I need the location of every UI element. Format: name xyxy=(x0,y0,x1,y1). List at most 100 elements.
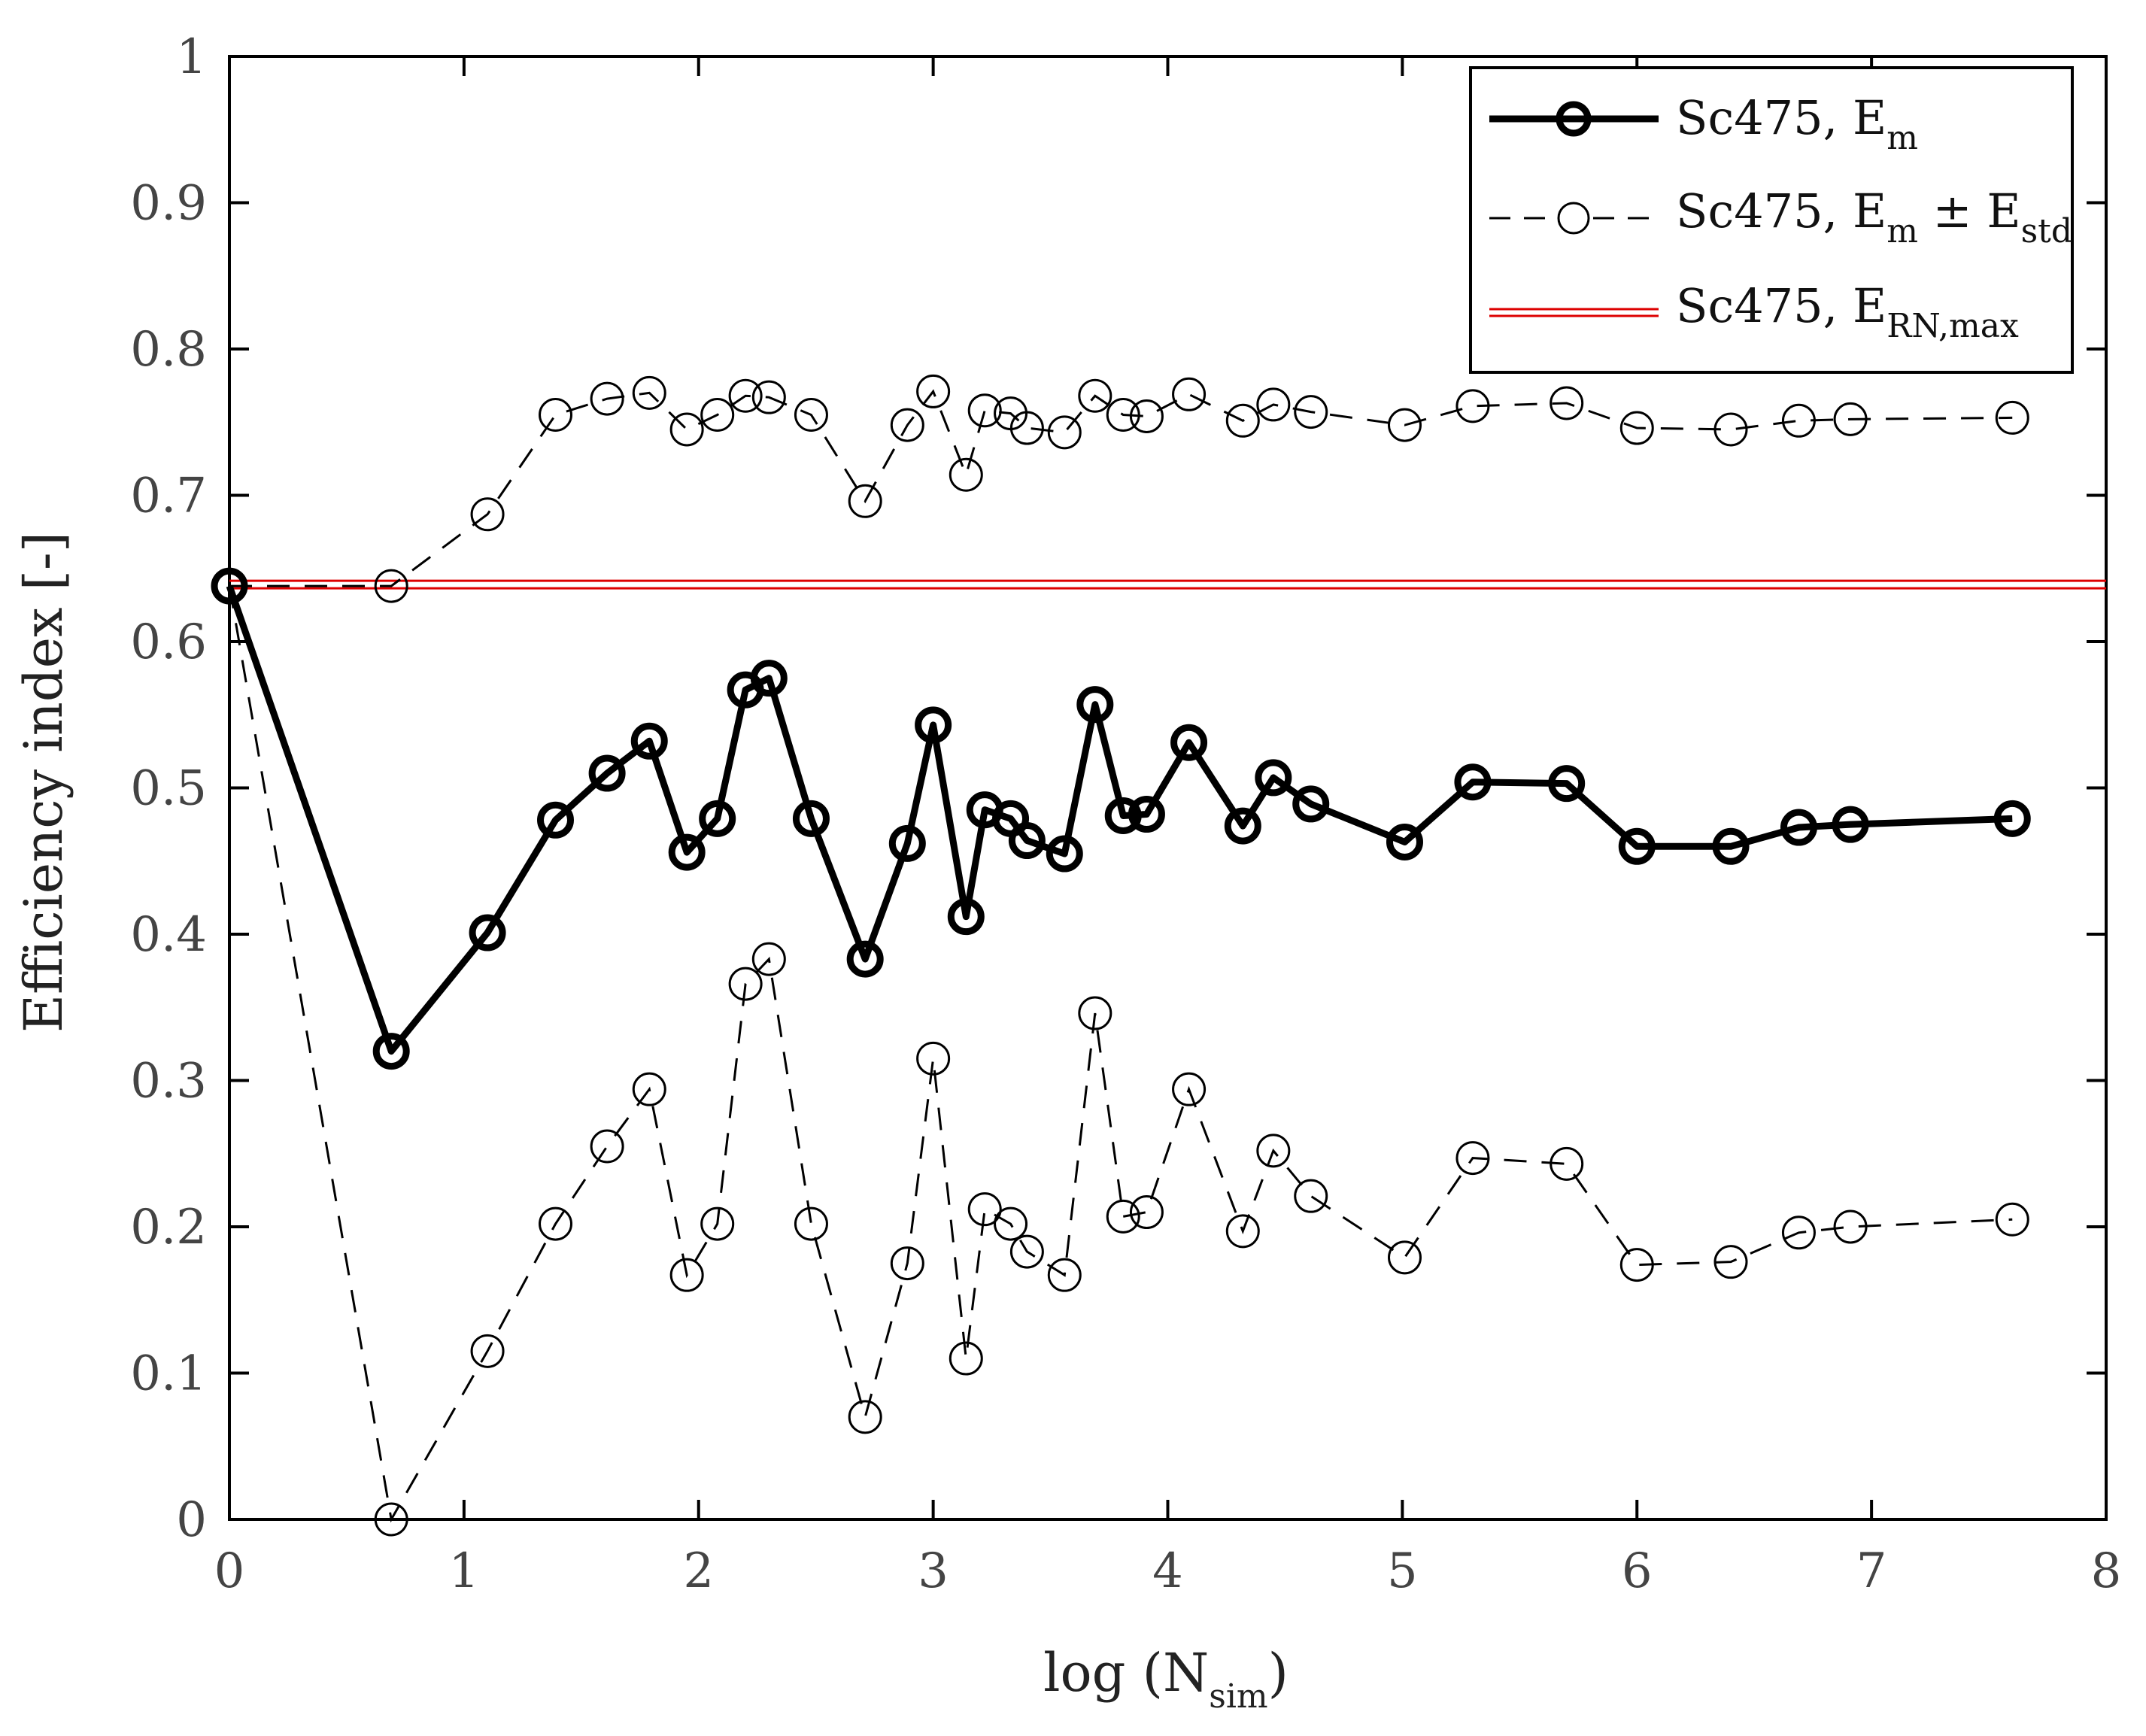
data-point-lower xyxy=(1995,1202,2029,1237)
data-point-lower xyxy=(1294,1179,1328,1213)
data-point-lower xyxy=(669,1258,704,1292)
data-point-lower xyxy=(1619,1248,1654,1282)
data-point-upper xyxy=(916,374,951,408)
data-point-lower xyxy=(1225,1214,1260,1249)
data-point-upper xyxy=(728,378,763,413)
legend-entry-mean: Sc475, Em xyxy=(1489,90,1918,157)
data-point-upper xyxy=(1294,395,1328,429)
data-point-mean xyxy=(846,940,884,978)
data-point-upper xyxy=(1995,400,2029,435)
y-tick-label: 0.1 xyxy=(130,1346,207,1402)
legend: Sc475, Em Sc475, Em ± Estd Sc475, ERN,ma… xyxy=(1469,66,2074,374)
x-tick-label: 4 xyxy=(1152,1543,1183,1599)
data-point-mean xyxy=(792,800,830,837)
y-tick-label: 0.3 xyxy=(130,1054,207,1109)
data-point-lower xyxy=(1047,1258,1082,1292)
data-point-upper xyxy=(1129,399,1164,433)
data-point-lower xyxy=(1550,1146,1584,1181)
data-point-mean xyxy=(915,706,952,744)
legend-label-rnmax-base: Sc475, E xyxy=(1676,278,1886,333)
data-point-lower xyxy=(1781,1216,1816,1250)
y-tick-label: 0.9 xyxy=(130,176,207,232)
x-tick-label: 2 xyxy=(683,1543,714,1599)
data-point-upper xyxy=(967,393,1002,428)
data-point-mean xyxy=(1076,686,1114,724)
data-point-lower xyxy=(1172,1072,1207,1106)
data-point-upper xyxy=(1256,387,1291,422)
data-point-mean xyxy=(1224,807,1261,845)
x-tick-label: 0 xyxy=(214,1543,245,1599)
legend-marker-std xyxy=(1557,202,1590,235)
series-line-mean xyxy=(226,584,2013,1055)
data-point-mean xyxy=(1780,809,1817,846)
legend-label-std-sub: m xyxy=(1886,212,1918,250)
data-point-upper xyxy=(1387,408,1422,442)
data-point-mean xyxy=(211,567,248,605)
series-line-lower xyxy=(228,585,2013,1523)
legend-label-mean-base: Sc475, E xyxy=(1676,90,1886,145)
data-point-mean xyxy=(1008,822,1046,860)
data-point-mean xyxy=(1046,835,1083,873)
x-tick-label: 1 xyxy=(449,1543,480,1599)
legend-entry-rnmax: Sc475, ERN,max xyxy=(1489,278,2019,345)
data-point-upper xyxy=(1106,398,1140,432)
x-axis: 0 1 2 3 4 5 6 7 8 xyxy=(214,56,2122,1599)
data-point-lower xyxy=(1713,1245,1748,1279)
data-point-lower xyxy=(1078,996,1112,1030)
data-point-upper xyxy=(1781,403,1816,438)
data-point-mean xyxy=(947,898,985,936)
y-tick-label: 0 xyxy=(176,1492,207,1548)
data-point-mean xyxy=(630,722,668,760)
x-tick-label: 5 xyxy=(1387,1543,1418,1599)
legend-marker-mean xyxy=(1556,101,1592,137)
legend-label-std: Sc475, Em ± Estd xyxy=(1676,184,2072,250)
data-point-lower xyxy=(916,1041,951,1076)
data-point-upper xyxy=(1172,377,1207,411)
plot-area xyxy=(211,55,2108,1537)
data-point-lower xyxy=(1833,1209,1868,1244)
data-point-mean xyxy=(469,914,506,951)
legend-label-std-sub2: std xyxy=(2021,212,2072,250)
data-point-mean xyxy=(1386,823,1423,860)
data-point-lower xyxy=(374,1502,408,1537)
data-point-lower xyxy=(470,1334,505,1368)
y-tick-label: 0.4 xyxy=(130,907,207,963)
data-point-upper xyxy=(1009,411,1044,445)
data-point-upper xyxy=(949,457,983,492)
data-point-upper xyxy=(539,398,573,432)
y-tick-label: 0.2 xyxy=(130,1200,207,1255)
data-point-lower xyxy=(1129,1195,1164,1230)
data-point-mean xyxy=(668,833,706,871)
data-point-lower xyxy=(949,1341,983,1376)
data-point-upper xyxy=(669,412,704,447)
data-point-lower xyxy=(994,1206,1028,1241)
x-axis-title-close: ) xyxy=(1268,1642,1289,1704)
y-tick-label: 0.8 xyxy=(130,322,207,378)
data-point-mean xyxy=(1618,827,1656,865)
data-point-mean xyxy=(1128,796,1165,833)
data-point-lower xyxy=(590,1129,624,1164)
data-point-upper xyxy=(590,381,624,416)
data-point-mean xyxy=(1170,724,1208,761)
x-axis-title-sub: sim xyxy=(1209,1677,1267,1716)
data-point-mean xyxy=(588,754,626,792)
data-point-mean xyxy=(1548,765,1586,803)
y-tick-label: 0.6 xyxy=(130,615,207,670)
data-point-upper xyxy=(751,380,786,414)
data-point-lower xyxy=(890,1246,924,1281)
data-point-upper xyxy=(1455,389,1490,423)
y-tick-label: 0.7 xyxy=(130,469,207,524)
legend-label-mean: Sc475, Em xyxy=(1676,90,1918,157)
y-axis: 0 0.1 0.2 0.3 0.4 0.5 0.6 0.7 0.8 0.9 1 xyxy=(130,29,2106,1548)
legend-label-mean-sub: m xyxy=(1886,119,1918,157)
x-tick-label: 7 xyxy=(1856,1543,1887,1599)
data-point-mean xyxy=(372,1033,410,1070)
data-point-lower xyxy=(751,942,786,976)
x-axis-title-main: log (N xyxy=(1043,1642,1209,1704)
data-point-lower xyxy=(1009,1234,1044,1269)
legend-label-std-base: Sc475, E xyxy=(1676,184,1886,238)
legend-label-rnmax-sub: RN,max xyxy=(1886,307,2019,345)
x-tick-label: 8 xyxy=(2091,1543,2122,1599)
x-tick-label: 6 xyxy=(1622,1543,1653,1599)
